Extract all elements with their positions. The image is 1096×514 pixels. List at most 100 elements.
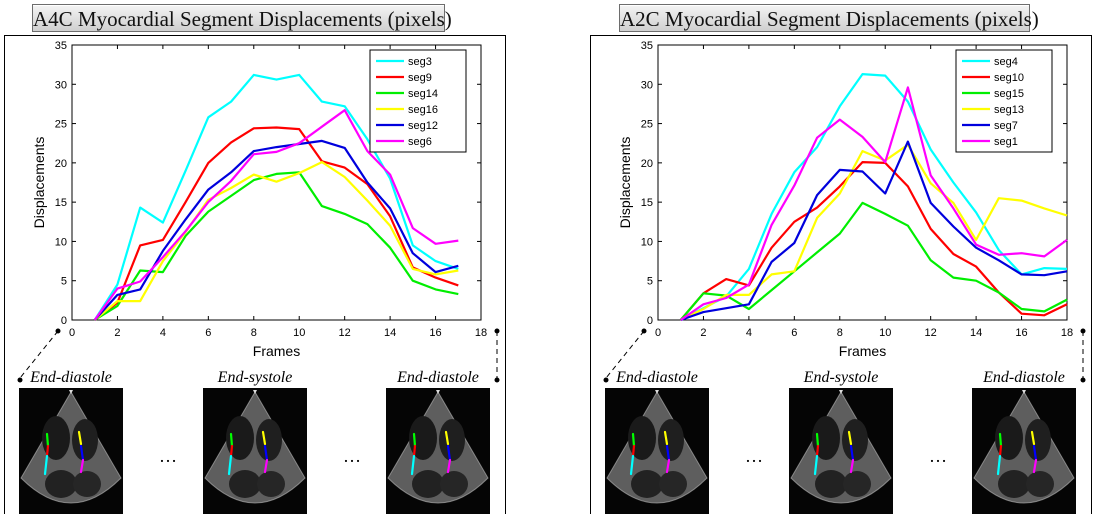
a4c-echo-segment-mark <box>229 444 234 458</box>
a4c-legend-label-seg14: seg14 <box>408 88 438 100</box>
a4c-legend-label-seg12: seg12 <box>408 120 438 132</box>
a2c-y-tick-label: 25 <box>641 119 653 131</box>
a4c-echo-apex-marker <box>69 390 73 394</box>
a4c-echo-chamber-la <box>45 470 77 498</box>
a4c-panel: A4C Myocardial Segment Displacements (pi… <box>0 0 510 514</box>
a2c-x-axis-label: Frames <box>839 343 886 359</box>
a2c-echo-segment-mark <box>631 444 636 458</box>
a4c-ellipsis-1: … <box>159 446 177 466</box>
a4c-series-line-seg16 <box>93 161 459 321</box>
a4c-series-line-seg6 <box>93 109 459 321</box>
a4c-echo-chamber-lv <box>42 416 70 460</box>
a2c-frame-label-3: End-diastole <box>982 369 1065 386</box>
a2c-x-tick-label: 4 <box>746 327 752 339</box>
a4c-echo-apex-marker <box>436 390 440 394</box>
a2c-echo-segment-mark <box>665 444 671 462</box>
a2c-chart-title: A2C Myocardial Segment Displacements (pi… <box>619 4 1039 32</box>
a4c-frame-label-3: End-diastole <box>396 369 479 386</box>
a4c-frame-label-1: End-diastole <box>29 369 112 386</box>
a4c-echo-apex-marker <box>253 390 257 394</box>
a4c-y-tick-label: 25 <box>55 119 67 131</box>
a2c-echo-segment-mark <box>1032 458 1038 474</box>
a4c-x-tick-label: 12 <box>339 327 351 339</box>
a2c-echo-segment-mark <box>849 458 855 474</box>
a2c-connector-line-start <box>605 330 645 379</box>
a2c-series-line-seg15 <box>679 201 1068 321</box>
a4c-y-tick-label: 5 <box>61 276 67 288</box>
a2c-x-tick-label: 14 <box>970 327 982 339</box>
a4c-legend-label-seg9: seg9 <box>408 72 432 84</box>
a2c-y-tick-label: 15 <box>641 197 653 209</box>
a2c-y-tick-label: 30 <box>641 79 653 91</box>
a2c-echo-chamber-lv <box>628 416 656 460</box>
a2c-y-axis-label: Displacements <box>617 137 633 229</box>
a4c-x-tick-label: 16 <box>429 327 441 339</box>
a2c-echo-segment-mark <box>847 430 853 446</box>
a2c-echo-frame-2 <box>789 388 893 514</box>
a2c-echo-apex-marker <box>1022 390 1026 394</box>
a2c-echo-chamber-lv <box>812 416 840 460</box>
a4c-echo-segment-mark <box>79 458 85 474</box>
a2c-legend-label-seg13: seg13 <box>994 104 1024 116</box>
a2c-echo-segment-mark <box>815 444 820 458</box>
a2c-frame-label-2: End-systole <box>803 369 879 386</box>
a2c-series-line-seg10 <box>679 161 1068 321</box>
a4c-echo-frame-3 <box>386 388 490 514</box>
a2c-legend-label-seg10: seg10 <box>994 72 1024 84</box>
a4c-echo-chamber-ra <box>73 471 101 497</box>
a4c-series-line-seg12 <box>93 139 459 321</box>
a2c-echo-segment-mark <box>998 444 1003 458</box>
a2c-echo-segment-mark <box>813 454 819 476</box>
a4c-echo-segment-mark <box>229 432 234 448</box>
a2c-echo-segment-mark <box>1030 430 1036 446</box>
a4c-legend-label-seg6: seg6 <box>408 136 432 148</box>
a4c-echo-segment-mark <box>263 444 269 462</box>
a4c-echo-segment-mark <box>45 444 50 458</box>
a4c-y-axis-label: Displacements <box>31 137 47 229</box>
a2c-series-line-seg1 <box>680 86 1068 321</box>
a4c-legend <box>369 49 467 153</box>
a4c-figure-frame <box>4 35 506 514</box>
a4c-echo-chamber-rv <box>72 419 98 461</box>
a4c-x-tick-label: 14 <box>384 327 396 339</box>
a4c-echo-chamber-lv <box>226 416 254 460</box>
a2c-echo-chamber-ra <box>1026 471 1054 497</box>
a2c-echo-chamber-lv <box>995 416 1023 460</box>
a4c-echo-segment-mark <box>77 430 83 446</box>
a2c-legend-label-seg1: seg1 <box>994 136 1018 148</box>
a4c-series-line-seg9 <box>94 126 459 321</box>
a4c-y-tick-label: 20 <box>55 158 67 170</box>
a2c-frame-dot-start <box>603 377 609 383</box>
a4c-frame-dot-end <box>494 377 500 383</box>
a2c-frame-label-1: End-diastole <box>615 369 698 386</box>
a4c-echo-segment-mark <box>410 454 416 476</box>
a2c-echo-frame-1 <box>605 388 709 514</box>
a4c-echo-segment-mark <box>261 430 267 446</box>
a2c-echo-sector-edge <box>790 391 892 504</box>
a4c-series-line-seg14 <box>94 171 459 321</box>
a4c-x-tick-label: 6 <box>205 327 211 339</box>
a2c-ellipsis-2: … <box>929 446 947 466</box>
a4c-x-tick-label: 0 <box>69 327 75 339</box>
a2c-echo-segment-mark <box>849 444 855 462</box>
a2c-x-tick-label: 16 <box>1015 327 1027 339</box>
a4c-echo-chamber-lv <box>409 416 437 460</box>
a4c-echo-segment-mark <box>263 458 269 474</box>
a4c-echo-chamber-la <box>229 470 261 498</box>
a4c-chart-title: A4C Myocardial Segment Displacements (pi… <box>32 4 452 32</box>
a4c-echo-sector-edge <box>204 391 306 504</box>
a4c-series-line-seg3 <box>93 73 459 321</box>
a4c-echo-segment-mark <box>412 432 417 448</box>
a2c-y-tick-label: 35 <box>641 40 653 52</box>
a4c-echo-segment-mark <box>412 444 417 458</box>
a2c-ellipsis-1: … <box>745 446 763 466</box>
a2c-x-tick-label: 10 <box>879 327 891 339</box>
a4c-echo-chamber-ra <box>257 471 285 497</box>
a4c-x-axis-label: Frames <box>253 343 300 359</box>
a2c-y-tick-label: 20 <box>641 158 653 170</box>
a2c-echo-chamber-rv <box>658 419 684 461</box>
a4c-x-tick-label: 8 <box>251 327 257 339</box>
a2c-echo-segment-mark <box>815 432 820 448</box>
a2c-echo-segment-mark <box>998 432 1003 448</box>
a4c-y-tick-label: 15 <box>55 197 67 209</box>
